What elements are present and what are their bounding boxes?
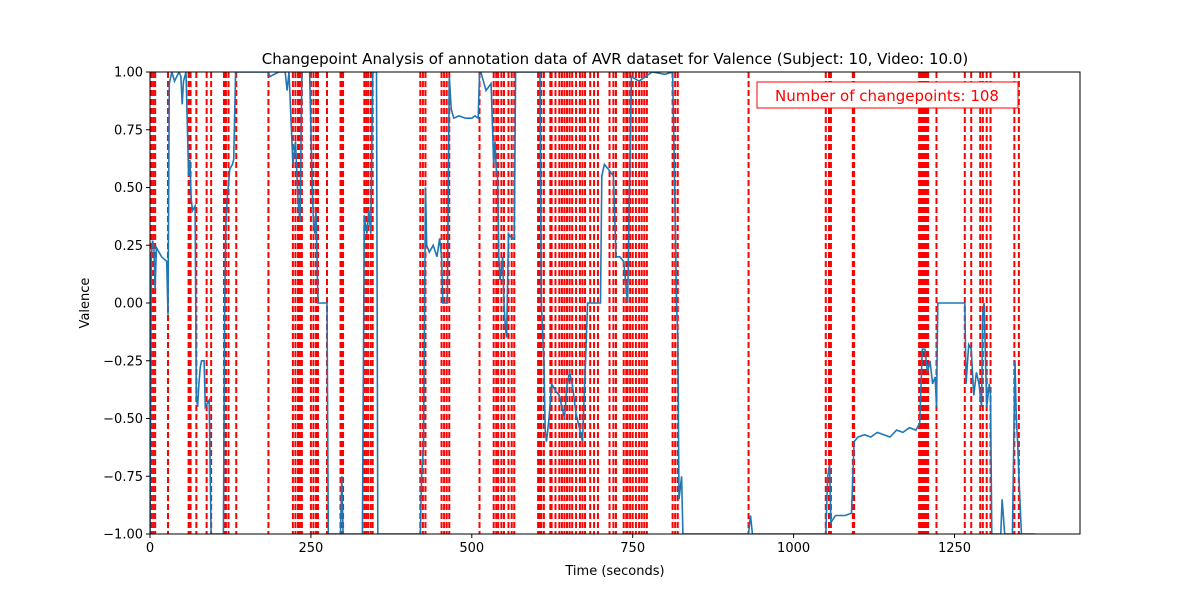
x-axis-label: Time (seconds): [564, 564, 664, 579]
y-tick-label: −0.50: [103, 412, 143, 427]
changepoint-lines: [150, 72, 1020, 534]
x-tick-label: 1000: [777, 541, 810, 556]
valence-series-line: [150, 72, 1035, 534]
x-tick-label: 1250: [938, 541, 971, 556]
y-tick-label: −1.00: [103, 528, 143, 543]
x-axis: 0 250 500 750 1000 1250: [146, 534, 971, 556]
y-tick-label: 0.25: [114, 239, 143, 254]
y-axis: −1.00 −0.75 −0.50 −0.25 0.00 0.25 0.50 0.75 1.00: [103, 66, 150, 543]
y-tick-label: 0.50: [114, 181, 143, 196]
series-group: [150, 72, 1035, 534]
x-tick-label: 750: [620, 541, 645, 556]
y-axis-label: Valence: [78, 278, 93, 329]
x-tick-label: 250: [298, 541, 323, 556]
y-tick-label: 1.00: [114, 66, 143, 81]
y-tick-label: −0.25: [103, 354, 143, 369]
y-tick-label: 0.00: [114, 297, 143, 312]
chart-title: Changepoint Analysis of annotation data …: [262, 50, 969, 68]
x-tick-label: 500: [459, 541, 484, 556]
changepoint-count-annotation: Number of changepoints: 108: [756, 81, 1019, 109]
annotation-text: Number of changepoints: 108: [775, 87, 999, 105]
y-tick-label: 0.75: [114, 123, 143, 138]
y-tick-label: −0.75: [103, 470, 143, 485]
annotation-box: [756, 81, 1019, 109]
x-tick-label: 0: [146, 541, 154, 556]
